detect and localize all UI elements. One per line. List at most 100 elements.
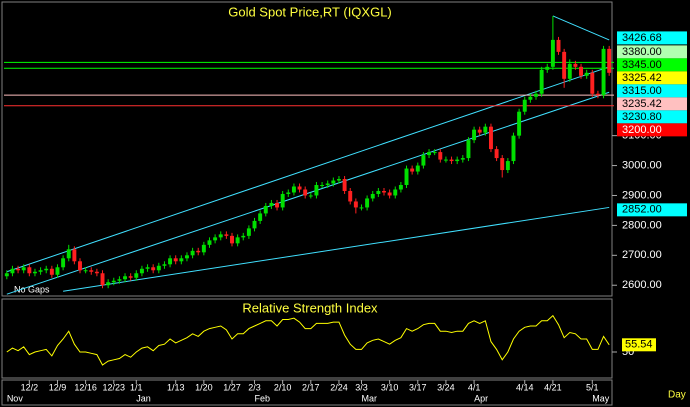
candle-body: [607, 48, 612, 73]
candle-body: [404, 168, 409, 186]
candle-body: [263, 205, 268, 214]
candle-body: [128, 276, 133, 278]
month-label: Mar: [361, 393, 377, 403]
x-tick-label: 3/17: [409, 382, 427, 392]
candle-body: [184, 255, 189, 259]
level-box: [617, 123, 687, 137]
x-tick-label: 2/3: [248, 382, 261, 392]
candle-body: [66, 249, 71, 259]
x-tick-label: 2/24: [330, 382, 348, 392]
y-tick-label: 2700.00: [622, 249, 662, 261]
x-tick-label: 5/1: [586, 382, 599, 392]
candle-body: [297, 186, 302, 190]
candle-body: [246, 228, 251, 236]
candle-body: [286, 192, 291, 194]
candle-body: [410, 168, 415, 172]
candle-body: [117, 279, 122, 281]
level-box: [617, 31, 687, 45]
candle-body: [291, 186, 296, 193]
candle-body: [483, 126, 488, 133]
candle-body: [27, 267, 32, 274]
candle-body: [156, 265, 161, 271]
candle-body: [145, 267, 150, 269]
candle-body: [421, 155, 426, 166]
x-tick-label: 4/1: [468, 382, 481, 392]
x-tick-label: 1/1: [130, 382, 143, 392]
candle-body: [455, 159, 460, 162]
candle-body: [235, 237, 240, 244]
x-tick-label: 2/17: [302, 382, 320, 392]
x-tick-label: 4/14: [516, 382, 534, 392]
level-box: [617, 84, 687, 98]
y-tick-label: 2900.00: [622, 189, 662, 201]
candle-body: [511, 135, 516, 162]
level-label: 3230.80: [622, 111, 662, 123]
candle-body: [123, 276, 128, 280]
candle-body: [443, 159, 448, 161]
candle-body: [78, 261, 82, 271]
rsi-frame: [1, 298, 613, 379]
candle-body: [4, 273, 9, 277]
candle-body: [49, 268, 54, 275]
candle-body: [415, 165, 420, 172]
candle-body: [488, 126, 493, 150]
candle-body: [21, 267, 26, 271]
candle-body: [477, 129, 482, 133]
month-label: Apr: [474, 393, 488, 403]
candle-body: [387, 192, 392, 196]
candle-body: [168, 258, 173, 265]
x-tick-label: 4/21: [544, 382, 562, 392]
candle-body: [280, 193, 285, 208]
candle-body: [32, 271, 37, 274]
candle-body: [10, 268, 15, 274]
rsi-title: Relative Strength Index: [242, 300, 378, 315]
candle-body: [320, 185, 325, 187]
month-label: May: [592, 393, 610, 403]
candle-body: [111, 280, 116, 283]
candle-body: [562, 51, 567, 79]
last-value-label: 55.54: [625, 339, 653, 351]
candle-body: [38, 270, 43, 272]
level-box: [617, 110, 687, 124]
candle-body: [336, 179, 341, 181]
month-label: Feb: [255, 393, 271, 403]
month-label: Jan: [136, 393, 151, 403]
trend-line: [63, 206, 610, 292]
candle-body: [325, 183, 330, 186]
x-tick-label: 3/24: [437, 382, 455, 392]
candle-body: [269, 202, 274, 206]
candle-body: [134, 273, 139, 278]
level-label: 3325.42: [622, 72, 662, 84]
x-tick-label: 12/2: [21, 382, 39, 392]
candle-body: [218, 234, 223, 238]
candle-body: [466, 140, 471, 159]
candle-body: [89, 270, 94, 272]
candle-body: [579, 66, 584, 76]
date-frame: [1, 379, 613, 406]
candle-body: [139, 268, 144, 274]
trend-line: [552, 15, 610, 41]
candle-body: [472, 129, 477, 141]
candle-body: [55, 267, 60, 275]
candle-body: [365, 198, 370, 208]
candle-body: [567, 63, 572, 79]
candle-body: [348, 190, 353, 202]
candle-body: [303, 189, 308, 196]
candle-body: [61, 258, 66, 268]
candle-body: [179, 258, 184, 262]
candle-body: [201, 244, 206, 253]
candle-body: [500, 158, 505, 171]
candle-body: [190, 250, 195, 256]
rsi-line: [6, 314, 610, 366]
candle-body: [539, 69, 544, 94]
level-label: 3200.00: [622, 124, 662, 136]
candle-body: [258, 213, 263, 221]
level-box: [617, 45, 687, 59]
candle-body: [427, 152, 432, 156]
candle-body: [550, 39, 555, 67]
candle-body: [275, 202, 280, 208]
candle-body: [207, 240, 212, 245]
candle-body: [376, 190, 381, 194]
